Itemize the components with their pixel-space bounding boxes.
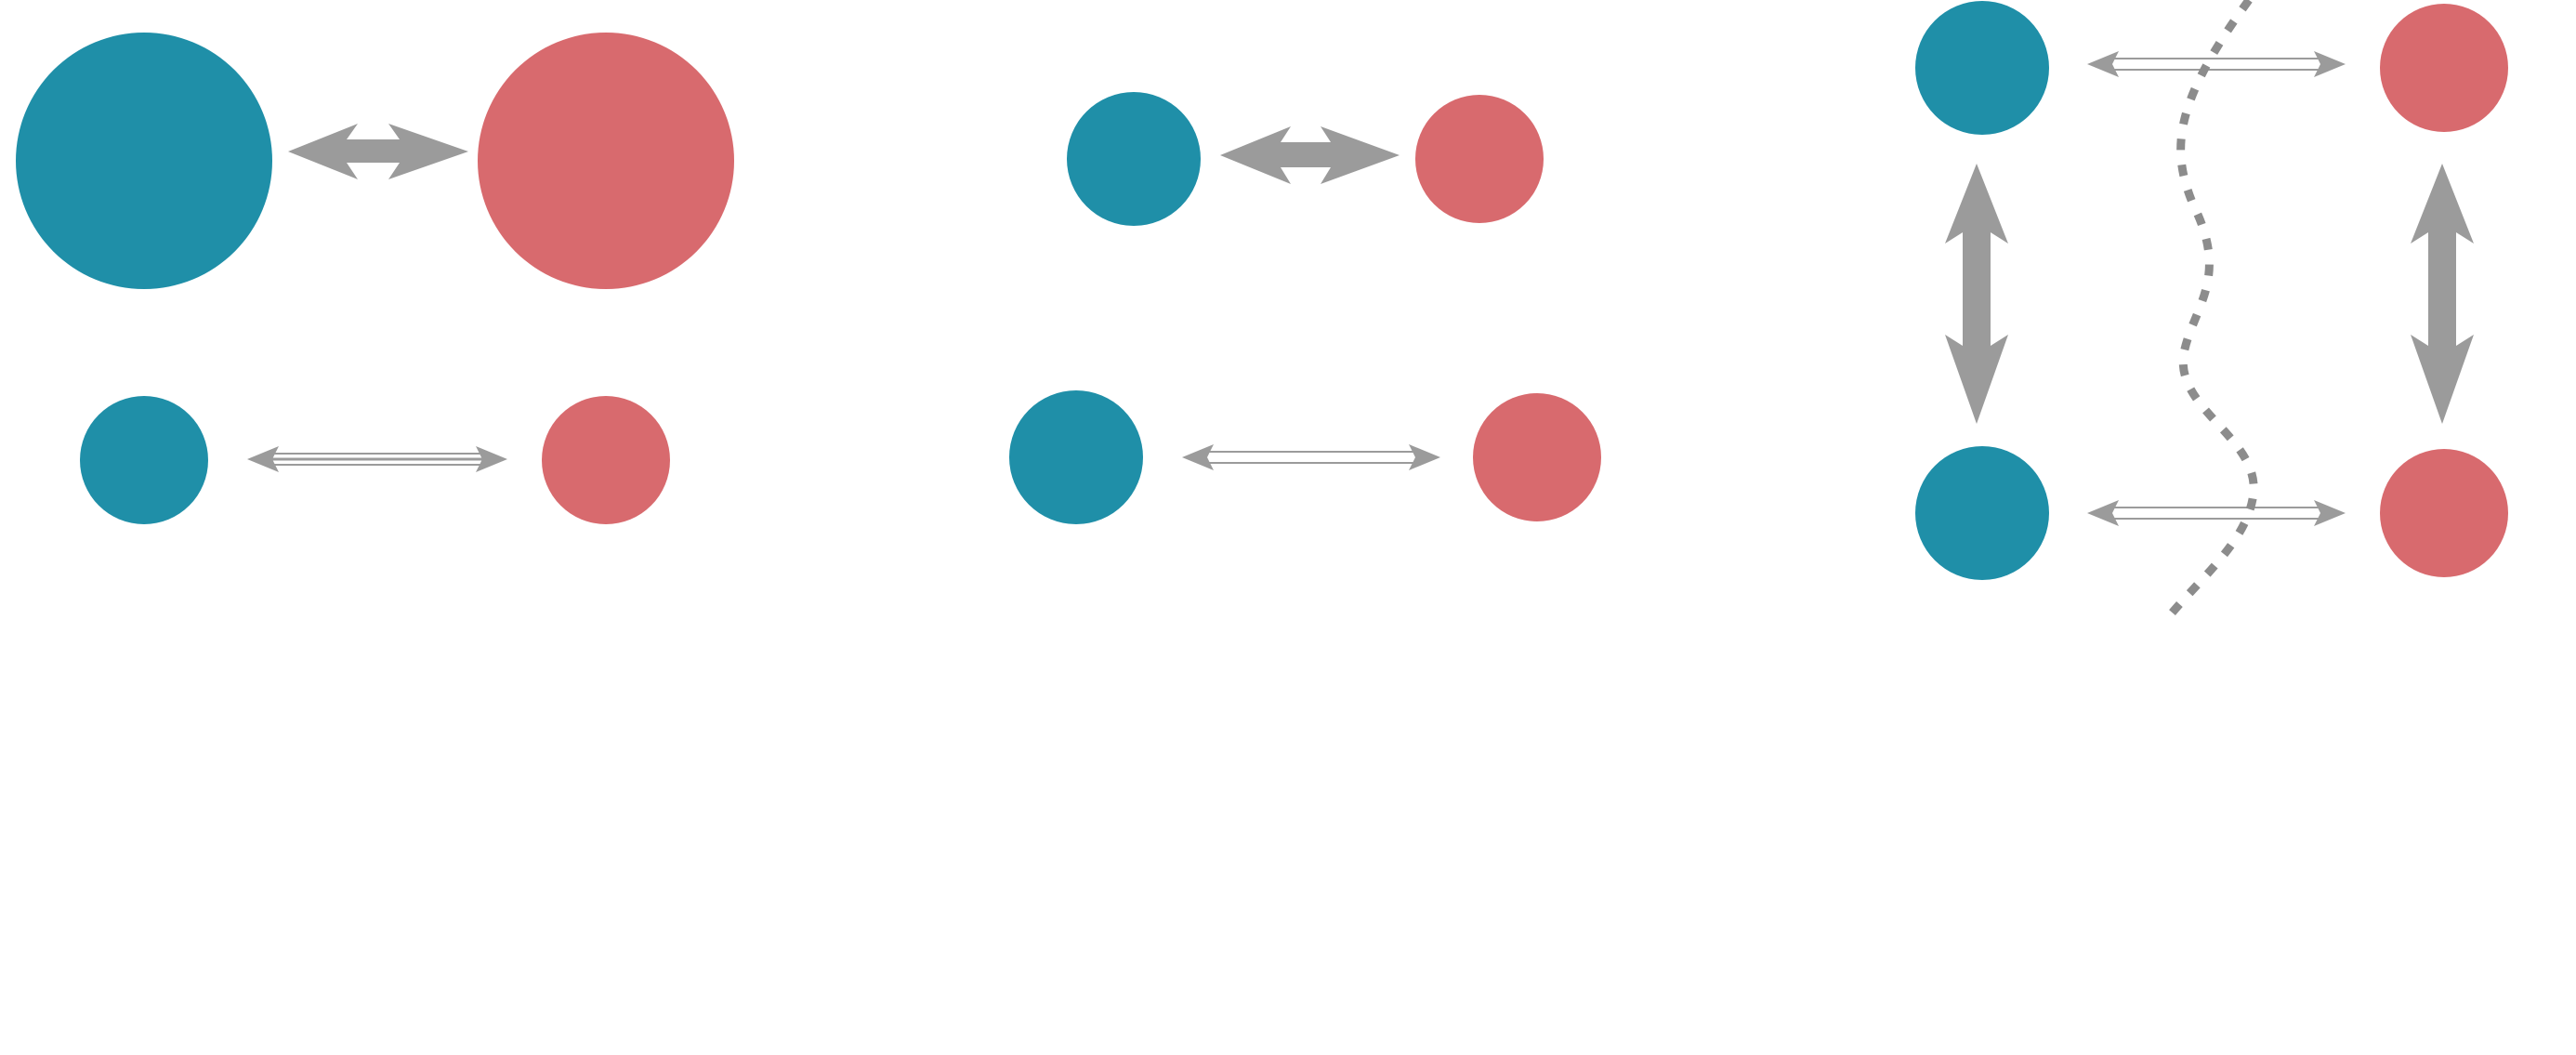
- node-teal-top: [1067, 92, 1201, 226]
- node-teal-large: [16, 33, 272, 289]
- node-red-large: [478, 33, 734, 289]
- node-red-top: [1415, 95, 1544, 223]
- node-red-bottom: [1473, 393, 1601, 521]
- strong-vertical-arrow-left: [1945, 164, 2008, 424]
- node-red-small: [542, 396, 670, 524]
- weak-double-arrow: [1182, 444, 1440, 470]
- node-teal-small: [80, 396, 208, 524]
- node-red-top-right: [2380, 4, 2508, 132]
- panel-3: [1915, 0, 2508, 618]
- weak-double-arrow-bottom: [2087, 500, 2346, 526]
- node-teal-bottom-left: [1915, 446, 2049, 580]
- node-red-bottom-right: [2380, 449, 2508, 577]
- strong-vertical-arrow-right: [2411, 164, 2474, 424]
- dotted-divider-curve: [2166, 0, 2258, 618]
- panel-1: [16, 33, 734, 524]
- strong-double-arrow: [288, 124, 468, 179]
- node-teal-top-left: [1915, 1, 2049, 135]
- weak-double-arrow: [247, 446, 507, 472]
- node-teal-bottom: [1009, 390, 1143, 524]
- weak-double-arrow-top: [2087, 51, 2346, 77]
- panel-2: [1009, 92, 1601, 524]
- strong-double-arrow: [1220, 126, 1400, 184]
